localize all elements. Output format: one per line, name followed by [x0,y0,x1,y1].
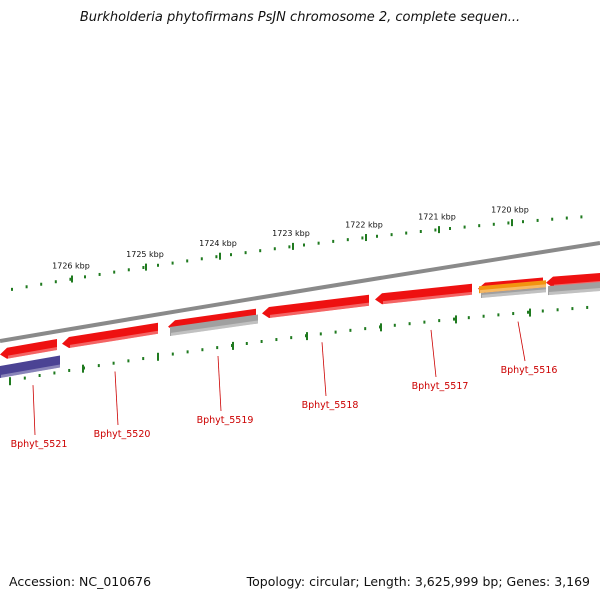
accession-text: Accession: NC_010676 [9,574,152,589]
ruler-label: 1724 kbp [199,239,237,248]
ruler-label: 1721 kbp [418,212,456,221]
gene-label: Bphyt_5518 [302,400,359,411]
feature-arrow [170,314,258,336]
outer-ruler [11,215,583,291]
gene-label: Bphyt_5517 [412,381,469,392]
gene-label: Bphyt_5520 [94,429,151,440]
ruler-labels: 1726 kbp 1725 kbp 1724 kbp 1723 kbp 1722 kbp… [52,205,529,270]
gene-label: Bphyt_5519 [197,415,254,426]
ruler-label: 1723 kbp [272,229,310,238]
sequence-summary: Topology: circular; Length: 3,625,999 bp… [246,574,590,589]
leader-line [430,329,437,378]
feature-arrow [62,322,158,348]
feature-arrow [262,294,369,318]
chromosome-backbone [0,241,600,343]
feature-arrow [481,287,546,298]
gene-label-leaders [32,321,526,436]
leader-line [32,385,36,436]
feature-arrow [375,283,472,305]
feature-arrow [479,280,546,294]
leader-line [517,321,526,362]
feature-arrow [548,282,600,296]
leader-line [321,342,327,397]
inner-ruler [9,305,589,386]
gene-label: Bphyt_5516 [501,365,558,376]
map-title: Burkholderia phytofirmans PsJN chromosom… [79,10,521,25]
ruler-label: 1720 kbp [491,205,529,214]
ruler-label: 1726 kbp [52,262,90,271]
feature-arrow [0,339,57,359]
gene-labels: Bphyt_5521 Bphyt_5520 Bphyt_5519 Bphyt_5518… [11,365,558,450]
gene-features [0,273,600,378]
ruler-label: 1722 kbp [345,220,383,229]
leader-line [114,371,119,426]
leader-line [217,355,222,412]
feature-arrow [0,355,60,378]
gene-label: Bphyt_5521 [11,439,68,450]
ruler-label: 1725 kbp [126,250,164,259]
